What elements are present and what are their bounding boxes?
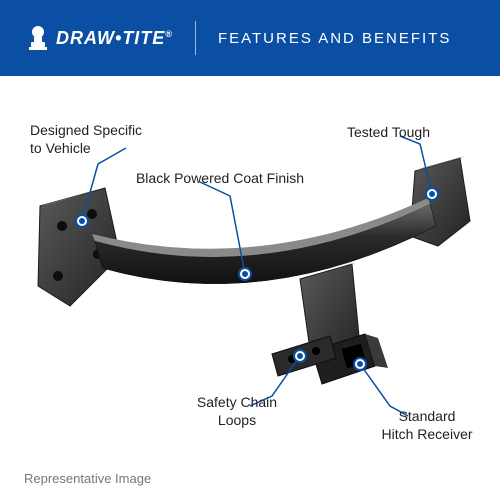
callout-finish: Black Powered Coat Finish [110,170,330,188]
header-divider [195,21,196,55]
marker-tested [425,187,439,201]
callout-chain: Safety Chain Loops [182,394,292,429]
marker-chain [293,349,307,363]
marker-finish [238,267,252,281]
brand-first: DRAW [56,28,115,48]
callout-tested: Tested Tough [310,124,430,142]
callout-designed-text: Designed Specific to Vehicle [30,122,142,156]
header-bar: DRAW•TITE® FEATURES AND BENEFITS [0,0,500,76]
diagram-canvas: Designed Specific to Vehicle Black Power… [0,76,500,500]
registered-mark: ® [165,29,173,39]
callout-receiver: Standard Hitch Receiver [372,408,482,443]
brand-logo: DRAW•TITE® [24,24,173,52]
callout-finish-text: Black Powered Coat Finish [136,170,304,186]
footer-note: Representative Image [24,471,151,486]
marker-receiver [353,357,367,371]
header-title: FEATURES AND BENEFITS [218,30,451,47]
marker-designed [75,214,89,228]
callout-chain-text: Safety Chain Loops [197,394,277,428]
brand-last: TITE [122,28,165,48]
callout-tested-text: Tested Tough [347,124,430,140]
hitch-ball-icon [24,24,52,52]
callout-designed: Designed Specific to Vehicle [30,122,170,157]
callout-receiver-text: Standard Hitch Receiver [381,408,472,442]
